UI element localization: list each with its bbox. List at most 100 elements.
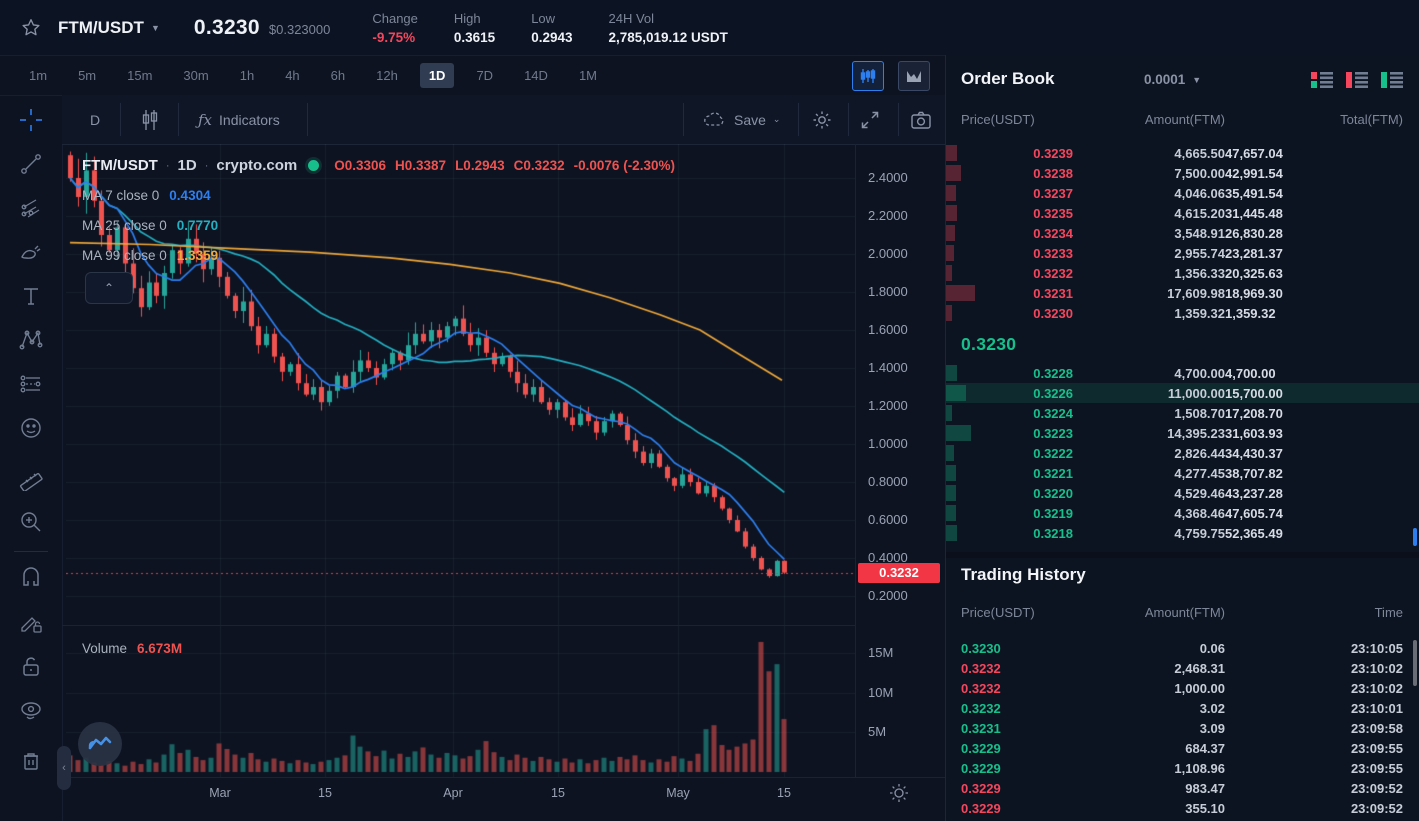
timeframe-6h[interactable]: 6h — [330, 67, 346, 83]
order-book-ask-row[interactable]: 0.3230 1,359.32 1,359.32 — [946, 303, 1419, 323]
pitchfork-icon[interactable] — [12, 189, 50, 227]
chart-type-depth-button[interactable] — [898, 61, 930, 91]
indicator-collapse-button[interactable]: ⌃ — [85, 272, 133, 304]
depth-bar — [946, 405, 953, 421]
legend-symbol[interactable]: FTM/USDT — [82, 157, 158, 174]
ruler-icon[interactable] — [12, 459, 50, 497]
time-axis[interactable]: Mar 15 Apr 15 May 15 — [62, 777, 945, 821]
fullscreen-button[interactable] — [859, 95, 881, 144]
order-book-bid-row[interactable]: 0.3224 1,508.70 17,208.70 — [946, 403, 1419, 423]
stat-24h-vol: 24H Vol 2,785,019.12 USDT — [608, 10, 728, 45]
order-book-scrollbar[interactable] — [1413, 528, 1417, 546]
order-book-ask-row[interactable]: 0.3234 3,548.91 26,830.28 — [946, 223, 1419, 243]
timeframe-1m[interactable]: 1m — [29, 67, 48, 83]
remove-drawings-icon[interactable] — [12, 742, 50, 780]
stat-high: High 0.3615 — [453, 10, 496, 45]
timeframe-4h[interactable]: 4h — [285, 67, 300, 83]
timeframe-1M[interactable]: 1M — [578, 67, 597, 83]
market-status-dot — [305, 157, 323, 174]
order-book-ask-row[interactable]: 0.3231 17,609.98 18,969.30 — [946, 283, 1419, 303]
trading-history-row: 0.3232 2,468.31 23:10:02 — [961, 660, 1403, 676]
drawing-lock-icon[interactable] — [12, 604, 50, 642]
text-tool-icon[interactable] — [12, 277, 50, 315]
order-book-bid-row[interactable]: 0.3219 4,368.46 47,605.74 — [946, 503, 1419, 523]
brush-icon[interactable] — [12, 233, 50, 271]
pane-separator[interactable] — [62, 625, 855, 626]
depth-bar — [946, 525, 957, 541]
crosshair-icon[interactable] — [12, 101, 50, 139]
order-book-ask-row[interactable]: 0.3233 2,955.74 23,281.37 — [946, 243, 1419, 263]
save-label: Save — [734, 111, 766, 128]
depth-bar — [946, 445, 955, 461]
hide-drawings-icon[interactable] — [12, 692, 50, 730]
depth-bar — [946, 385, 966, 401]
view-combined-icon[interactable] — [1311, 72, 1333, 88]
candle-style-button[interactable] — [140, 95, 160, 144]
order-book-bid-row[interactable]: 0.3218 4,759.75 52,365.49 — [946, 523, 1419, 543]
zoom-in-icon[interactable] — [12, 503, 50, 541]
price-tick: 2.0000 — [868, 246, 908, 261]
order-book-last-price[interactable]: 0.3230 — [961, 333, 1017, 354]
time-tick: Apr — [443, 786, 463, 800]
save-layout-button[interactable]: Save ⌄ — [703, 95, 780, 144]
chart-legend: FTM/USDT · 1D · crypto.com O0.3306 H0.33… — [82, 157, 675, 174]
order-book-ask-row[interactable]: 0.3238 7,500.00 42,991.54 — [946, 163, 1419, 183]
price-tick: 0.4000 — [868, 550, 908, 565]
volume-canvas[interactable] — [66, 626, 855, 777]
depth-bar — [946, 145, 957, 161]
timeframe-1h[interactable]: 1h — [239, 67, 255, 83]
timeframe-bar: 1m 5m 15m 30m 1h 4h 6h 12h 1D 7D 14D 1M — [0, 55, 945, 96]
theme-brightness-icon[interactable] — [888, 782, 910, 804]
trend-line-icon[interactable] — [12, 145, 50, 183]
timeframe-12h[interactable]: 12h — [376, 67, 398, 83]
order-book-bid-row[interactable]: 0.3223 14,395.23 31,603.93 — [946, 423, 1419, 443]
chart-settings-button[interactable] — [811, 95, 833, 144]
indicators-button[interactable]: ƒx Indicators — [198, 95, 280, 144]
order-book-bid-row[interactable]: 0.3226 11,000.00 15,700.00 — [946, 383, 1419, 403]
order-book-bid-row[interactable]: 0.3220 4,529.46 43,237.28 — [946, 483, 1419, 503]
timeframe-15m[interactable]: 15m — [127, 67, 153, 83]
order-book-ask-row[interactable]: 0.3232 1,356.33 20,325.63 — [946, 263, 1419, 283]
trading-history-title: Trading History — [961, 565, 1086, 584]
lock-icon[interactable] — [12, 648, 50, 686]
snapshot-camera-button[interactable] — [909, 95, 933, 144]
view-bids-only-icon[interactable] — [1381, 72, 1403, 88]
precision-selector[interactable]: 0.0001 ▼ — [1144, 72, 1201, 87]
order-book-ask-row[interactable]: 0.3239 4,665.50 47,657.04 — [946, 143, 1419, 163]
timeframe-30m[interactable]: 30m — [183, 67, 209, 83]
trading-history-row: 0.3229 355.10 23:09:52 — [961, 800, 1403, 816]
interval-button[interactable]: D — [90, 95, 100, 144]
favorite-star-icon[interactable] — [18, 15, 44, 41]
chart-type-candles-button[interactable] — [852, 61, 884, 91]
order-book-ask-row[interactable]: 0.3237 4,046.06 35,491.54 — [946, 183, 1419, 203]
order-book-ask-row[interactable]: 0.3235 4,615.20 31,445.48 — [946, 203, 1419, 223]
timeframe-5m[interactable]: 5m — [78, 67, 97, 83]
forecast-tool-icon[interactable] — [12, 365, 50, 403]
timeframe-14D[interactable]: 14D — [524, 67, 548, 83]
view-asks-only-icon[interactable] — [1346, 72, 1368, 88]
trading-history-scrollbar[interactable] — [1413, 640, 1417, 686]
timeframe-7D[interactable]: 7D — [476, 67, 494, 83]
order-book-bid-row[interactable]: 0.3221 4,277.45 38,707.82 — [946, 463, 1419, 483]
emoji-tool-icon[interactable] — [12, 409, 50, 447]
sidebar-collapse-handle[interactable]: ‹ — [57, 746, 71, 790]
magnet-icon[interactable] — [12, 560, 50, 598]
order-book-bid-row[interactable]: 0.3228 4,700.00 4,700.00 — [946, 363, 1419, 383]
order-book-bid-row[interactable]: 0.3222 2,826.44 34,430.37 — [946, 443, 1419, 463]
volume-tick: 10M — [868, 684, 894, 700]
cryptocom-logo-watermark — [78, 722, 122, 766]
timeframe-items: 1m 5m 15m 30m 1h 4h 6h 12h 1D 7D 14D 1M — [0, 62, 606, 88]
pair-label: FTM/USDT — [58, 17, 144, 37]
trading-history-row: 0.3232 1,000.00 23:10:02 — [961, 680, 1403, 696]
timeframe-1D[interactable]: 1D — [419, 62, 455, 88]
legend-interval[interactable]: 1D — [177, 157, 197, 174]
price-tick: 1.8000 — [868, 284, 908, 299]
price-chart-canvas[interactable] — [66, 144, 855, 625]
price-tick: 1.0000 — [868, 436, 908, 451]
price-axis[interactable]: 2.4000 2.2000 2.0000 1.8000 1.6000 1.4000 1.20… — [855, 144, 946, 777]
volume-pane — [62, 626, 855, 777]
volume-tick: 15M — [868, 645, 894, 661]
pair-selector[interactable]: FTM/USDT ▼ — [58, 18, 160, 38]
xabcd-pattern-icon[interactable] — [12, 321, 50, 359]
